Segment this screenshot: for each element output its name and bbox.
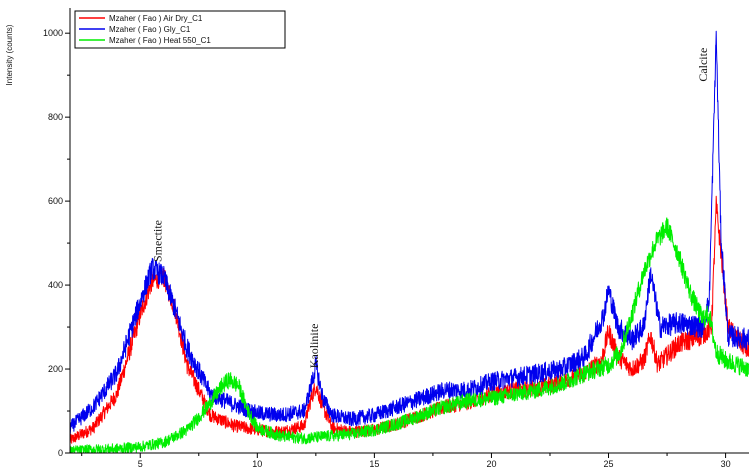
legend: Mzaher ( Fao ) Air Dry_C1 Mzaher ( Fao ) … (74, 10, 286, 49)
y-axis-label: Intensity (counts) (5, 24, 14, 85)
y-tick-label: 800 (48, 112, 63, 122)
annotation-label: Kaolinite (307, 324, 321, 369)
annotation-label: Calcite (696, 48, 710, 82)
x-tick-label: 30 (721, 459, 731, 469)
legend-entry: Mzaher ( Fao ) Air Dry_C1 (109, 14, 203, 23)
annotation-label: Smectite (150, 220, 164, 262)
legend-entry: Mzaher ( Fao ) Gly_C1 (109, 25, 191, 34)
series-line-1 (69, 195, 749, 444)
x-tick-label: 5 (138, 459, 143, 469)
y-tick-label: 200 (48, 364, 63, 374)
y-tick-label: 0 (58, 448, 63, 458)
x-tick-label: 10 (252, 459, 262, 469)
x-tick-label: 20 (486, 459, 496, 469)
series-line-2 (69, 30, 749, 434)
annotations: Smectite Kaolinite Calcite (150, 48, 710, 369)
series-line-3 (69, 217, 749, 454)
y-tick-label: 600 (48, 196, 63, 206)
x-tick-label: 25 (604, 459, 614, 469)
legend-box (74, 10, 286, 49)
y-tick-label: 400 (48, 280, 63, 290)
y-tick-label: 1000 (43, 28, 63, 38)
axes: 0 200 400 600 800 1000 5 10 15 20 25 30 (43, 8, 749, 469)
legend-entry: Mzaher ( Fao ) Heat 550_C1 (109, 36, 211, 45)
x-tick-label: 15 (369, 459, 379, 469)
series-lines (69, 30, 749, 454)
